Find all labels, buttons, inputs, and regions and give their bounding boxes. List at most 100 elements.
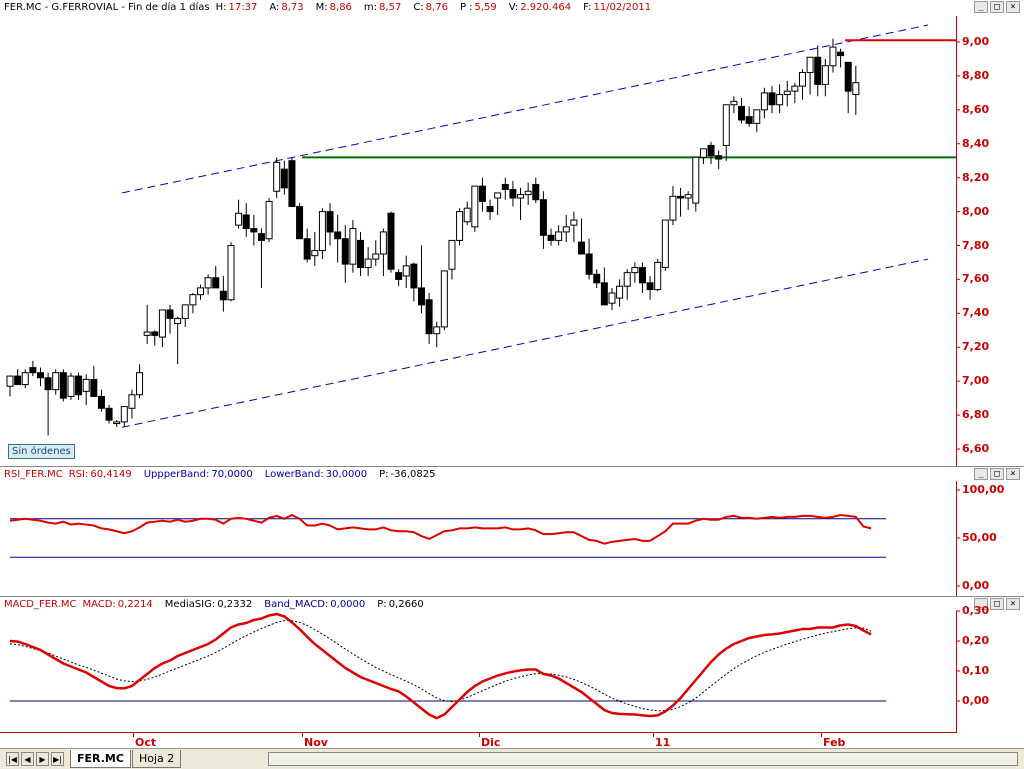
candle-body — [120, 406, 128, 423]
macd-minimize-button[interactable]: _ — [974, 598, 988, 610]
candle-body — [501, 183, 509, 191]
rsi-chart — [9, 489, 960, 587]
price-tick-label: 7,20 — [962, 340, 990, 354]
signal-value: 0,2332 — [217, 599, 253, 610]
candle-body — [280, 168, 288, 189]
first-sheet-button[interactable]: |◀ — [6, 752, 19, 766]
candle-body — [410, 263, 418, 289]
next-sheet-button[interactable]: ▶ — [36, 752, 49, 766]
symbol-title: FER.MC - G.FERROVIAL - Fin de día 1 días — [4, 2, 210, 13]
h-label: H: — [215, 2, 227, 13]
candle-body — [806, 56, 814, 74]
candle-body — [547, 234, 555, 241]
candle-body — [646, 282, 654, 291]
last-sheet-button[interactable]: ▶| — [51, 752, 64, 766]
rsi-name: RSI_FER.MC — [4, 469, 63, 480]
close-button[interactable]: × — [1006, 1, 1020, 13]
candle-body — [296, 205, 304, 240]
date-tick-label: Oct — [135, 736, 157, 749]
rsi-p-label: P: — [379, 469, 389, 480]
candle-body — [235, 212, 243, 226]
candle-body — [143, 331, 151, 336]
candle-body — [829, 46, 837, 67]
candle-body — [227, 245, 235, 301]
macd-maximize-button[interactable]: □ — [990, 598, 1004, 610]
candle-body — [288, 160, 296, 207]
candle-body — [52, 372, 60, 391]
candle-body — [654, 261, 662, 291]
rsi-tick-label: 0,00 — [962, 579, 990, 592]
v-stat: V: 2.920.464 — [509, 2, 577, 13]
a-label: A: — [269, 2, 280, 13]
candle-body — [128, 394, 136, 409]
rsi-minimize-button[interactable]: _ — [974, 468, 988, 480]
h-value: 17:37 — [228, 2, 258, 13]
candle-body — [174, 317, 182, 325]
candle-body — [608, 292, 616, 304]
candle-body — [661, 219, 669, 269]
date-tick — [479, 733, 480, 737]
orders-badge[interactable]: Sin órdenes — [8, 444, 75, 459]
candle-body — [379, 231, 387, 255]
candle-body — [722, 104, 730, 146]
candle-body — [311, 250, 319, 257]
candle-body — [486, 205, 494, 213]
macd-p-label: P: — [377, 599, 387, 610]
macd-pane[interactable]: MACD_FER.MC MACD: 0,2214 MediaSIG: 0,2332 Ban… — [0, 596, 1024, 733]
candle-body — [402, 265, 410, 277]
candle-body — [318, 211, 326, 252]
candle-body — [562, 226, 570, 233]
price-tick-label: 8,00 — [962, 204, 990, 218]
candle-body — [349, 228, 357, 265]
candle-body — [158, 309, 166, 338]
m-value: 8,86 — [329, 2, 352, 13]
candle-body — [341, 238, 349, 265]
lower-band-label: LowerBand: — [264, 469, 324, 480]
candle-body — [136, 372, 144, 396]
lower-band-value: 30,0000 — [325, 469, 368, 480]
candle-body — [631, 267, 639, 274]
candle-body — [738, 105, 746, 121]
candle-body — [448, 239, 456, 270]
price-tick-label: 8,20 — [962, 170, 990, 184]
candle-body — [82, 378, 90, 392]
date-tick-label: 11 — [655, 736, 671, 749]
candle-body — [90, 378, 98, 397]
tab-fer-mc[interactable]: FER.MC — [70, 750, 131, 768]
date-tick-label: Feb — [823, 736, 846, 749]
maximize-button[interactable]: □ — [990, 1, 1004, 13]
candle-body — [669, 195, 677, 221]
c-stat: C: 8,76 — [413, 2, 454, 13]
candle-body — [570, 219, 578, 226]
tab-hoja-2[interactable]: Hoja 2 — [132, 750, 182, 768]
candle-body — [791, 85, 799, 92]
date-tick — [302, 733, 303, 737]
rsi-window-buttons: _ □ × — [974, 468, 1020, 480]
candle-body — [36, 372, 44, 379]
rsi-axis-line — [956, 481, 957, 596]
price-pane[interactable]: FER.MC - G.FERROVIAL - Fin de día 1 días… — [0, 0, 1024, 466]
candle-body — [97, 395, 105, 409]
minimize-button[interactable]: _ — [974, 1, 988, 13]
candle-body — [768, 92, 776, 106]
f-stat: F: 11/02/2011 — [583, 2, 657, 13]
candle-body — [783, 90, 791, 96]
rsi-close-button[interactable]: × — [1006, 468, 1020, 480]
band-value: 0,0000 — [330, 599, 366, 610]
c-value: 8,76 — [425, 2, 448, 13]
rsi-stat: RSI: 60,4149 — [69, 469, 138, 480]
rsi-label: RSI: — [68, 469, 89, 480]
macd-close-button[interactable]: × — [1006, 598, 1020, 610]
upper-band-label: UppperBand: — [143, 469, 210, 480]
macd-chart — [9, 610, 960, 720]
h-stat: H: 17:37 — [216, 2, 264, 13]
candle-body — [166, 309, 174, 319]
rsi-pane[interactable]: RSI_FER.MC RSI: 60,4149 UppperBand: 70,0000 L… — [0, 466, 1024, 596]
c-label: C: — [413, 2, 424, 13]
macd-tick-label: 0,00 — [962, 694, 990, 707]
rsi-maximize-button[interactable]: □ — [990, 468, 1004, 480]
p-value: 5,59 — [474, 2, 497, 13]
candle-body — [471, 185, 479, 228]
prev-sheet-button[interactable]: ◀ — [21, 752, 34, 766]
horizontal-scrollbar[interactable] — [268, 752, 1018, 766]
